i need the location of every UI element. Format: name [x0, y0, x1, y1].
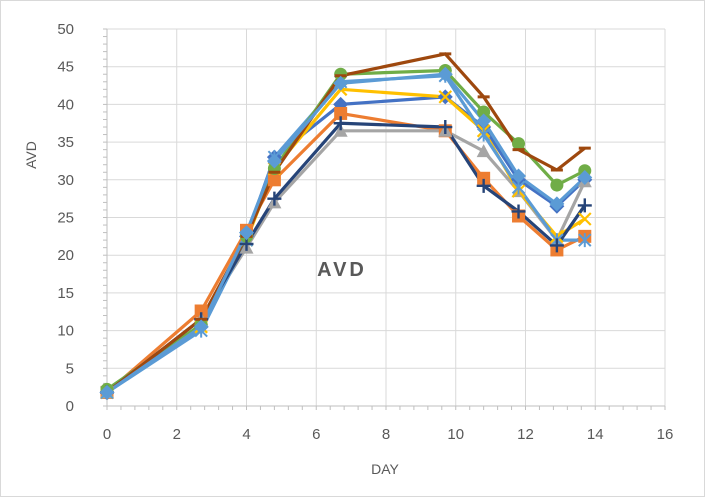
- series-5-point: [476, 127, 491, 142]
- x-axis-title: DAY: [371, 461, 399, 477]
- y-tick-label: 35: [57, 134, 74, 151]
- y-tick-label: 15: [57, 285, 74, 302]
- x-tick-label: 10: [447, 426, 464, 443]
- y-tick-label: 45: [57, 59, 74, 76]
- series-9-point: [193, 319, 209, 335]
- series-9-point: [266, 153, 282, 169]
- chart-title: AVD: [317, 259, 367, 281]
- series-6-point: [512, 137, 526, 151]
- series-9-point: [333, 75, 349, 91]
- series-7-point: [476, 178, 491, 193]
- series-7-point: [577, 198, 592, 213]
- series-3-point: [476, 144, 491, 158]
- series-5-point: [578, 233, 592, 248]
- series-9-point: [239, 225, 254, 241]
- x-tick-label: 4: [242, 426, 250, 443]
- y-tick-label: 5: [66, 360, 74, 377]
- x-tick-label: 8: [382, 426, 390, 443]
- series-2-point: [477, 171, 491, 185]
- y-tick-label: 40: [57, 96, 74, 113]
- series-2-point: [334, 106, 348, 120]
- series-9-point: [577, 170, 593, 186]
- y-axis-title: AVD: [23, 141, 39, 169]
- series-2-point: [267, 173, 281, 187]
- series-line-7: [106, 121, 587, 394]
- series-9-point: [99, 384, 115, 400]
- tick-labels: 0 5 10 15 20 25 30 35 40 45 50 0 2 4 6 8 10 12 14 16: [57, 21, 673, 443]
- y-tick-label: 50: [57, 21, 74, 38]
- series-lines: [105, 52, 587, 394]
- series-line-2: [105, 111, 586, 394]
- series-markers: [99, 52, 593, 400]
- axes: [103, 28, 666, 410]
- series-9-point: [437, 66, 453, 82]
- series-4-point: [578, 212, 592, 226]
- x-tick-label: 0: [103, 426, 111, 443]
- series-3-point: [333, 123, 348, 137]
- series-6-point: [334, 67, 348, 81]
- x-tick-label: 16: [657, 426, 674, 443]
- series-4-point: [438, 90, 453, 104]
- series-7-point: [438, 120, 453, 135]
- y-tick-label: 0: [66, 398, 74, 415]
- x-tick-label: 12: [517, 426, 534, 443]
- x-tick-label: 14: [587, 426, 604, 443]
- series-9-point: [511, 168, 527, 184]
- y-tick-label: 20: [57, 247, 74, 264]
- series-7-point: [267, 191, 282, 206]
- series-6-point: [550, 178, 564, 192]
- gridlines: [107, 28, 666, 406]
- series-9-point: [549, 196, 565, 212]
- x-tick-label: 6: [312, 426, 320, 443]
- y-tick-label: 10: [57, 323, 74, 340]
- series-7-point: [511, 204, 526, 219]
- x-tick-label: 2: [173, 426, 181, 443]
- series-7-point: [549, 238, 564, 253]
- series-7-point: [333, 116, 348, 131]
- y-tick-label: 30: [57, 172, 74, 189]
- series-line-9: [106, 72, 586, 394]
- series-6-point: [477, 105, 491, 119]
- series-2-point: [194, 304, 208, 318]
- y-tick-label: 25: [57, 210, 74, 227]
- series-9-point: [476, 113, 492, 129]
